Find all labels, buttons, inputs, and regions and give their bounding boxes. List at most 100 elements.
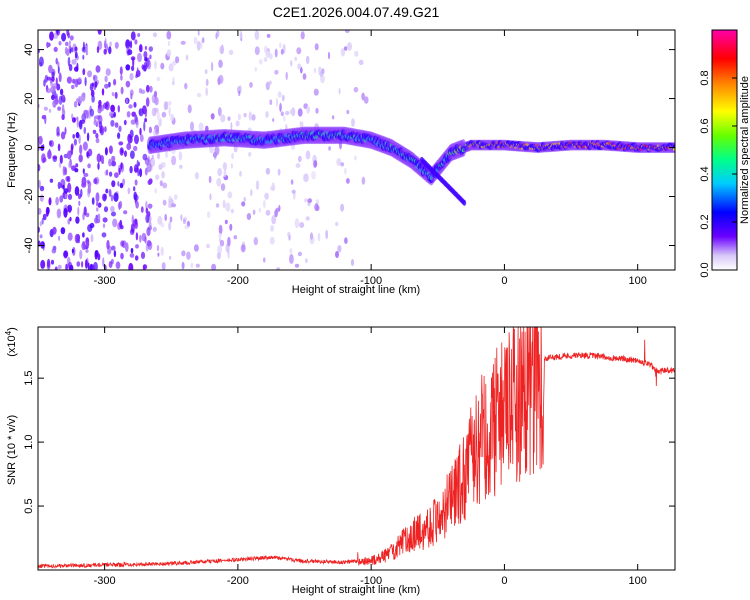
noise-speckle — [172, 76, 175, 86]
snr-x-tick-label: -100 — [360, 575, 382, 587]
noise-speckle — [249, 82, 253, 88]
noise-speckle — [241, 201, 246, 207]
noise-speckle — [110, 194, 114, 202]
noise-speckle — [101, 159, 104, 164]
noise-speckle — [96, 46, 100, 54]
noise-speckle — [63, 250, 69, 258]
noise-speckle — [239, 170, 242, 177]
noise-speckle — [50, 259, 55, 265]
noise-speckle — [168, 106, 171, 117]
noise-speckle — [125, 242, 129, 253]
noise-speckle — [297, 251, 302, 257]
noise-speckle — [79, 249, 83, 260]
noise-speckle — [74, 46, 78, 52]
noise-speckle — [130, 93, 133, 100]
spectrogram-y-tick-label: 20 — [23, 92, 35, 104]
noise-speckle — [178, 151, 183, 161]
noise-speckle — [255, 180, 260, 191]
noise-speckle — [109, 41, 112, 47]
colorbar: 0.0 0.2 0.4 0.6 0.8 Normalized spectral ampl… — [699, 29, 750, 278]
noise-speckle — [59, 195, 64, 203]
noise-speckle — [276, 267, 280, 270]
noise-speckle — [149, 85, 153, 93]
noise-speckle — [305, 55, 310, 65]
noise-speckle — [87, 224, 93, 233]
noise-speckle — [195, 263, 200, 268]
noise-speckle — [82, 41, 85, 52]
noise-speckle — [97, 202, 102, 208]
noise-speckle — [102, 257, 105, 268]
noise-speckle — [138, 108, 144, 117]
noise-speckle — [344, 46, 348, 51]
noise-speckle — [166, 30, 172, 40]
noise-speckle — [38, 56, 44, 67]
noise-speckle — [134, 114, 138, 123]
noise-speckle — [92, 129, 97, 134]
noise-speckle — [146, 240, 152, 247]
noise-speckle — [140, 251, 146, 259]
noise-speckle — [171, 203, 177, 208]
noise-speckle — [155, 129, 160, 135]
noise-speckle — [300, 31, 305, 40]
noise-speckle — [49, 31, 54, 41]
noise-speckle — [231, 152, 235, 160]
noise-speckle — [143, 61, 147, 72]
noise-speckle — [266, 33, 271, 38]
noise-speckle — [335, 251, 339, 258]
noise-speckle — [151, 109, 155, 115]
noise-speckle — [180, 214, 183, 222]
noise-speckle — [302, 73, 307, 80]
noise-speckle — [313, 88, 319, 96]
noise-speckle — [120, 149, 124, 154]
noise-speckle — [39, 194, 44, 202]
noise-speckle — [218, 224, 223, 235]
noise-speckle — [168, 203, 172, 209]
colorbar-tick-label: 0.6 — [699, 118, 711, 133]
noise-speckle — [56, 208, 62, 219]
noise-speckle — [156, 111, 160, 121]
noise-speckle — [233, 235, 238, 240]
noise-speckle — [64, 167, 67, 176]
noise-speckle — [111, 92, 115, 97]
noise-speckle — [297, 155, 302, 163]
noise-speckle — [148, 126, 152, 134]
noise-speckle — [108, 46, 112, 55]
noise-speckle — [164, 213, 167, 222]
noise-speckle — [291, 107, 296, 117]
noise-speckle — [87, 262, 90, 270]
noise-speckle — [200, 39, 203, 50]
noise-speckle — [216, 252, 221, 260]
noise-speckle — [353, 86, 359, 93]
noise-speckle — [130, 248, 134, 254]
noise-speckle — [56, 126, 60, 136]
noise-speckle — [114, 122, 119, 128]
noise-speckle — [186, 251, 191, 260]
noise-speckle — [135, 232, 139, 241]
noise-speckle — [253, 237, 258, 246]
noise-speckle — [217, 107, 222, 117]
noise-speckle — [38, 163, 41, 172]
noise-speckle — [264, 192, 269, 200]
noise-speckle — [113, 111, 116, 118]
noise-speckle — [91, 82, 95, 87]
noise-speckle — [315, 107, 319, 114]
noise-speckle — [76, 119, 79, 128]
noise-speckle — [161, 262, 166, 270]
noise-speckle — [285, 110, 290, 116]
colorbar-gradient — [711, 29, 738, 271]
noise-speckle — [185, 54, 189, 61]
noise-speckle — [147, 179, 152, 185]
noise-speckle — [120, 162, 123, 170]
noise-speckle — [239, 30, 243, 40]
noise-speckle — [306, 105, 310, 114]
noise-speckle — [85, 249, 89, 253]
noise-speckle — [337, 245, 342, 253]
noise-speckle — [156, 76, 161, 82]
noise-speckle — [303, 173, 309, 183]
noise-speckle — [248, 152, 252, 157]
noise-speckle — [78, 119, 83, 130]
noise-speckle — [75, 163, 79, 168]
noise-speckle — [139, 234, 142, 243]
noise-speckle — [361, 176, 366, 185]
noise-speckle — [76, 116, 79, 121]
